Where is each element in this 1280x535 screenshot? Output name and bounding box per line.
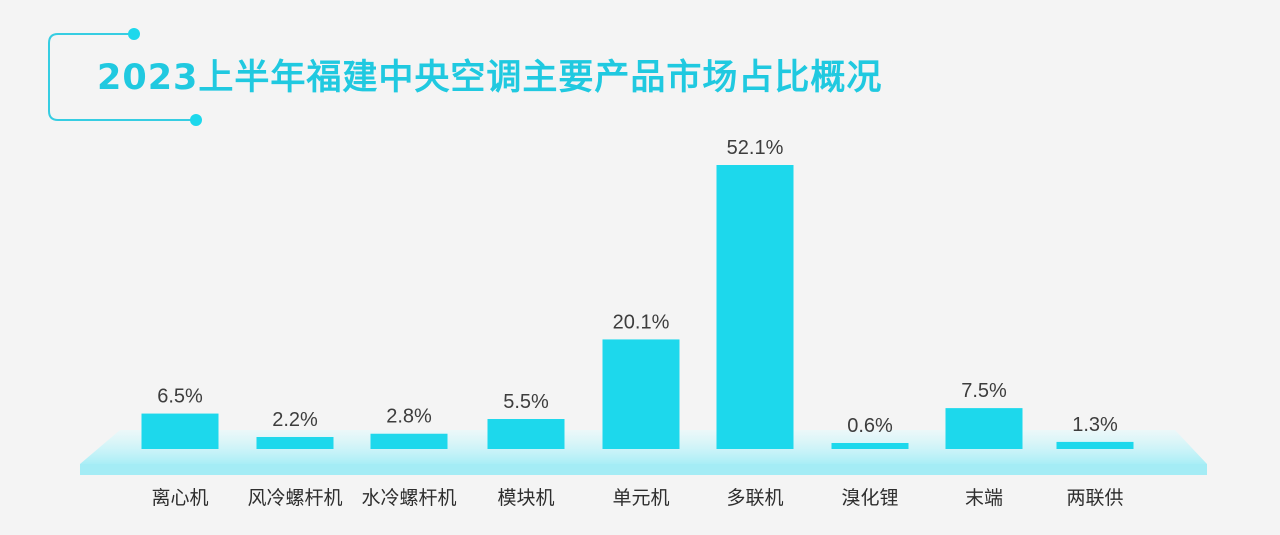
- bar-6: [716, 165, 794, 449]
- bars-layer: [141, 165, 1134, 449]
- value-label-7: 0.6%: [847, 415, 893, 437]
- title-frame-dot-top: [128, 28, 140, 40]
- category-label-2: 风冷螺杆机: [247, 487, 342, 509]
- category-label-8: 末端: [965, 487, 1003, 509]
- category-label-7: 溴化锂: [841, 487, 898, 509]
- title-frame-decoration: [48, 28, 202, 126]
- category-label-5: 单元机: [612, 487, 669, 509]
- bar-2: [256, 437, 334, 449]
- value-label-4: 5.5%: [503, 391, 549, 413]
- value-labels-layer: 6.5% 2.2% 2.8% 5.5% 20.1% 52.1% 0.6% 7.5% 1.3%: [157, 137, 1118, 437]
- value-label-9: 1.3%: [1072, 414, 1118, 436]
- bar-8: [945, 408, 1023, 449]
- title-frame-line: [48, 33, 196, 121]
- value-label-1: 6.5%: [157, 386, 203, 408]
- value-label-3: 2.8%: [386, 406, 432, 428]
- value-label-6: 52.1%: [727, 137, 784, 159]
- category-labels-layer: 离心机 风冷螺杆机 水冷螺杆机 模块机 单元机 多联机 溴化锂 末端 两联供: [151, 487, 1123, 509]
- category-label-1: 离心机: [151, 487, 208, 509]
- chart-title: 2023上半年福建中央空调主要产品市场占比概况: [97, 58, 883, 98]
- title-frame-dot-bottom: [190, 114, 202, 126]
- value-label-2: 2.2%: [272, 409, 318, 431]
- category-label-4: 模块机: [497, 487, 554, 509]
- bar-3: [370, 433, 448, 449]
- value-label-5: 20.1%: [613, 311, 670, 333]
- category-label-6: 多联机: [726, 487, 783, 509]
- platform-front: [80, 464, 1207, 475]
- bar-1: [141, 413, 219, 449]
- bar-7: [831, 443, 909, 449]
- category-label-3: 水冷螺杆机: [361, 487, 456, 509]
- category-label-9: 两联供: [1066, 487, 1123, 509]
- bar-4: [487, 419, 565, 449]
- bar-5: [602, 339, 680, 449]
- bar-9: [1056, 441, 1134, 449]
- value-label-8: 7.5%: [961, 380, 1007, 402]
